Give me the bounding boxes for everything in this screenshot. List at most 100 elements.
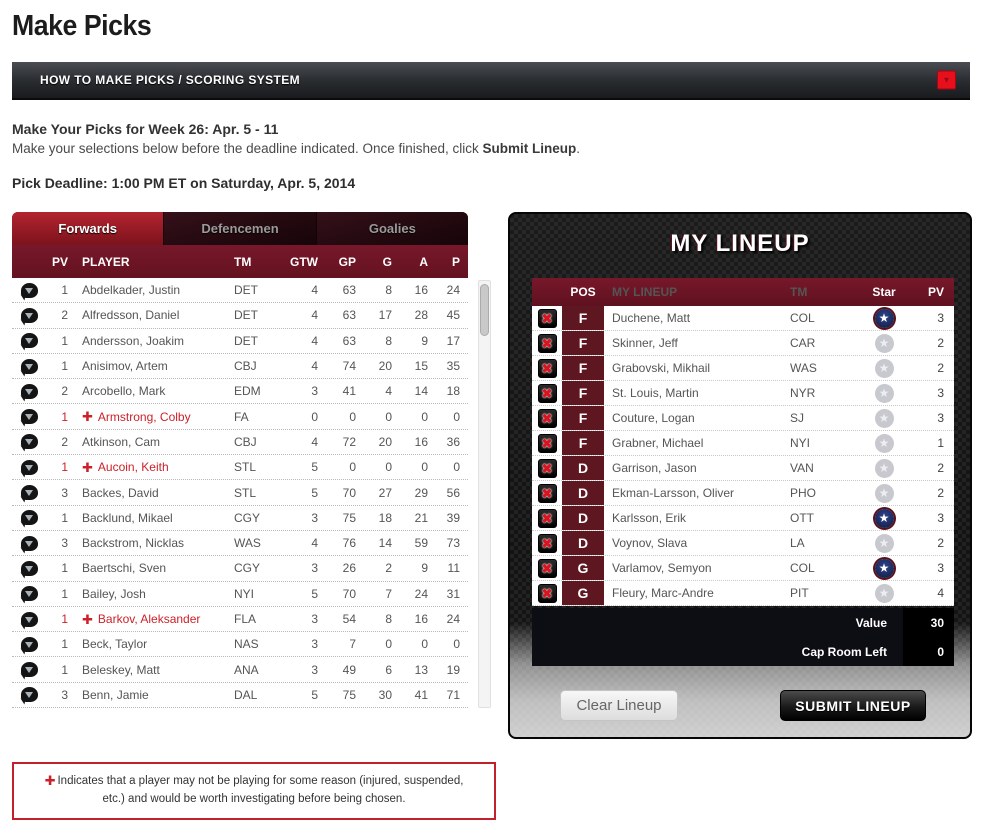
accordion-toggle-button[interactable]: ▼	[937, 70, 956, 90]
add-player-icon[interactable]	[20, 282, 38, 298]
player-a: 21	[414, 510, 428, 525]
remove-player-button[interactable]: ✖	[537, 308, 557, 328]
clear-lineup-button[interactable]: Clear Lineup	[560, 690, 678, 721]
player-team: FLA	[234, 612, 257, 626]
player-p: 0	[453, 460, 460, 475]
position-tab[interactable]: Goalies	[316, 212, 468, 245]
add-player-icon[interactable]	[20, 485, 38, 501]
col-my-lineup: MY LINEUP	[612, 285, 678, 299]
add-player-icon[interactable]	[20, 358, 38, 374]
table-row[interactable]: 1 ✚Beleskey, Matt ANA 3 49 6 13 19	[12, 657, 468, 683]
player-gtw: 4	[311, 536, 318, 551]
star-toggle[interactable]: ★	[874, 508, 894, 528]
remove-player-button[interactable]: ✖	[537, 408, 557, 428]
submit-lineup-button[interactable]: SUBMIT LINEUP	[780, 690, 926, 721]
table-row[interactable]: 1 ✚Andersson, Joakim DET 4 63 8 9 17	[12, 328, 468, 354]
player-pv: 1	[61, 359, 68, 374]
add-player-icon[interactable]	[20, 636, 38, 652]
remove-player-button[interactable]: ✖	[537, 558, 557, 578]
remove-player-button[interactable]: ✖	[537, 333, 557, 353]
lineup-player-name: Grabner, Michael	[612, 436, 704, 450]
table-row[interactable]: 1 ✚ Aucoin, Keith STL 5 0 0 0 0	[12, 455, 468, 481]
player-g: 0	[385, 637, 392, 652]
star-toggle[interactable]: ★	[874, 433, 894, 453]
star-toggle[interactable]: ★	[874, 533, 894, 553]
player-name: Benn, Jamie	[82, 687, 149, 702]
table-row[interactable]: 1 ✚Beck, Taylor NAS 3 7 0 0 0	[12, 632, 468, 658]
add-player-icon[interactable]	[20, 662, 38, 678]
star-toggle[interactable]: ★	[874, 383, 894, 403]
add-player-icon[interactable]	[20, 687, 38, 703]
lineup-player-name: Fleury, Marc-Andre	[612, 586, 714, 600]
remove-player-button[interactable]: ✖	[537, 433, 557, 453]
player-team: CBJ	[234, 359, 257, 374]
player-pv: 1	[61, 637, 68, 652]
table-row[interactable]: 1 ✚Baertschi, Sven CGY 3 26 2 9 11	[12, 556, 468, 582]
remove-player-button[interactable]: ✖	[537, 358, 557, 378]
player-g: 27	[378, 485, 392, 500]
players-scrollbar[interactable]	[478, 280, 491, 708]
position-tab[interactable]: Defencemen	[164, 212, 317, 245]
add-player-icon[interactable]	[20, 459, 38, 475]
remove-player-button[interactable]: ✖	[537, 483, 557, 503]
player-name: Bailey, Josh	[82, 586, 146, 601]
player-gtw: 5	[311, 485, 318, 500]
table-row[interactable]: 3 ✚Backstrom, Nicklas WAS 4 76 14 59 73	[12, 530, 468, 557]
add-player-icon[interactable]	[20, 383, 38, 399]
howto-scoring-accordion[interactable]: HOW TO MAKE PICKS / SCORING SYSTEM ▼	[12, 62, 970, 100]
star-toggle[interactable]: ★	[874, 333, 894, 353]
scrollbar-thumb[interactable]	[480, 284, 489, 336]
player-gtw: 3	[311, 637, 318, 652]
table-row[interactable]: 1 ✚Backlund, Mikael CGY 3 75 18 21 39	[12, 505, 468, 531]
add-player-icon[interactable]	[20, 409, 38, 425]
lineup-player-pv: 3	[937, 311, 944, 325]
star-toggle[interactable]: ★	[874, 483, 894, 503]
position-tab[interactable]: Forwards	[12, 212, 165, 245]
remove-player-button[interactable]: ✖	[537, 508, 557, 528]
player-gtw: 3	[311, 612, 318, 626]
table-row[interactable]: 1 ✚Bailey, Josh NYI 5 70 7 24 31	[12, 581, 468, 607]
player-gp: 49	[342, 662, 356, 677]
table-row[interactable]: 2 ✚Arcobello, Mark EDM 3 41 4 14 18	[12, 379, 468, 405]
star-toggle[interactable]: ★	[874, 558, 894, 578]
player-gp: 54	[342, 612, 356, 626]
remove-player-button[interactable]: ✖	[537, 383, 557, 403]
player-name: Abdelkader, Justin	[82, 283, 181, 298]
lineup-row: ✖ D Ekman-Larsson, Oliver PHO ★ 2	[532, 481, 954, 506]
player-gtw: 0	[311, 409, 318, 424]
star-toggle[interactable]: ★	[874, 308, 894, 328]
add-player-icon[interactable]	[20, 535, 38, 551]
table-row[interactable]: 2 ✚Alfredsson, Daniel DET 4 63 17 28 45	[12, 303, 468, 329]
add-player-icon[interactable]	[20, 307, 38, 323]
add-player-icon[interactable]	[20, 434, 38, 450]
table-row[interactable]: 3 ✚Backes, David STL 5 70 27 29 56	[12, 480, 468, 506]
table-row[interactable]: 1 ✚ Armstrong, Colby FA 0 0 0 0 0	[12, 404, 468, 430]
player-p: 0	[453, 409, 460, 424]
remove-player-button[interactable]: ✖	[537, 583, 557, 603]
remove-player-button[interactable]: ✖	[537, 458, 557, 478]
lineup-position: G	[562, 581, 604, 605]
star-toggle[interactable]: ★	[874, 458, 894, 478]
remove-player-button[interactable]: ✖	[537, 533, 557, 553]
add-player-icon[interactable]	[20, 611, 38, 627]
add-player-icon[interactable]	[20, 510, 38, 526]
add-player-icon[interactable]	[20, 586, 38, 602]
star-toggle[interactable]: ★	[874, 358, 894, 378]
total-label: Cap Room Left	[801, 644, 887, 659]
table-row[interactable]: 1 ✚Anisimov, Artem CBJ 4 74 20 15 35	[12, 353, 468, 380]
table-row[interactable]: 3 ✚Benn, Jamie DAL 5 75 30 41 71	[12, 682, 468, 709]
add-player-icon[interactable]	[20, 560, 38, 576]
star-toggle[interactable]: ★	[874, 583, 894, 603]
player-p: 24	[446, 612, 460, 626]
player-team: DET	[234, 283, 258, 298]
add-player-icon[interactable]	[20, 333, 38, 349]
star-toggle[interactable]: ★	[874, 408, 894, 428]
tab-label: Defencemen	[201, 221, 279, 236]
player-team: CGY	[234, 561, 261, 576]
lineup-row: ✖ F Couture, Logan SJ ★ 3	[532, 406, 954, 431]
table-row[interactable]: 1 ✚Abdelkader, Justin DET 4 63 8 16 24	[12, 278, 468, 304]
player-a: 0	[421, 460, 428, 475]
player-gtw: 4	[311, 283, 318, 298]
table-row[interactable]: 1 ✚ Barkov, Aleksander FLA 3 54 8 16 24	[12, 606, 468, 633]
table-row[interactable]: 2 ✚Atkinson, Cam CBJ 4 72 20 16 36	[12, 429, 468, 456]
